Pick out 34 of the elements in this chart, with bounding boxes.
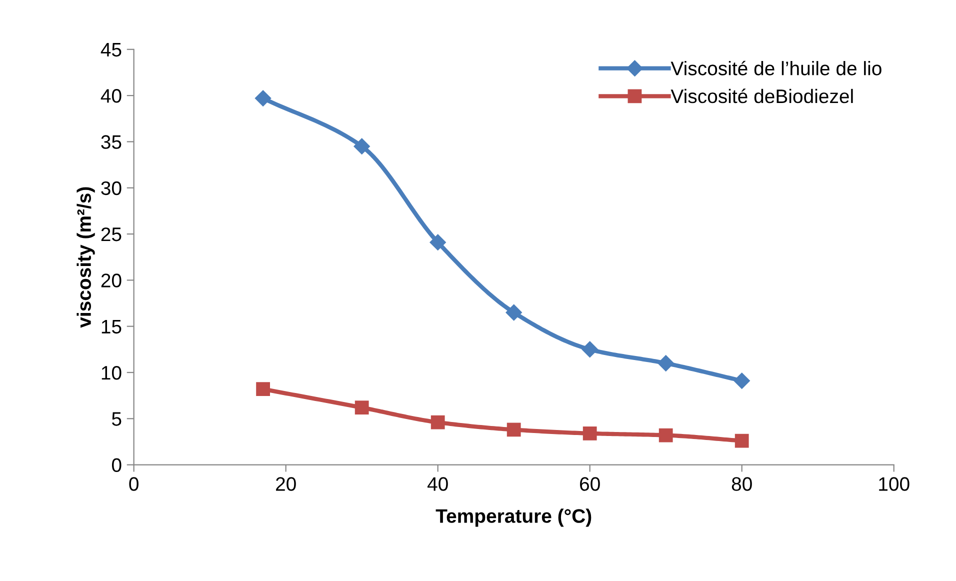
point — [254, 90, 272, 106]
x-tick-label: 60 — [580, 477, 600, 491]
x-tick-label: 100 — [879, 477, 910, 491]
point — [430, 415, 445, 430]
y-tick-label: 45 — [100, 43, 122, 57]
x-tick-label: 20 — [276, 477, 296, 491]
legend-label: Viscosité deBiodiezel — [670, 88, 853, 104]
point — [354, 138, 370, 154]
point — [256, 382, 270, 396]
y-tick-label: 5 — [112, 412, 122, 426]
y-tick-label: 15 — [102, 320, 122, 334]
point — [430, 234, 446, 250]
x-tick-label: 80 — [732, 477, 752, 491]
y-tick-label: 20 — [101, 274, 122, 288]
point — [734, 434, 749, 448]
point — [658, 428, 673, 442]
point — [582, 426, 597, 440]
y-tick-label: 35 — [101, 135, 122, 149]
point — [734, 372, 750, 389]
legend-label: Viscosité de l’huile de lio — [670, 60, 882, 76]
y-tick-label: 30 — [101, 181, 122, 196]
x-tick-label: 0 — [129, 477, 138, 491]
x-axis-title: Temperature (°C) — [436, 508, 592, 527]
point — [354, 400, 369, 415]
y-tick-label: 25 — [101, 227, 122, 242]
x-tick-label: 40 — [427, 477, 448, 491]
y-tick-label: 0 — [112, 458, 122, 472]
point — [506, 422, 521, 437]
point — [658, 355, 674, 372]
y-tick-label: 10 — [102, 366, 122, 380]
point — [582, 341, 598, 358]
y-tick-label: 40 — [100, 89, 122, 103]
point — [506, 304, 522, 321]
y-axis-title: viscosity (m²/s) — [76, 187, 95, 328]
